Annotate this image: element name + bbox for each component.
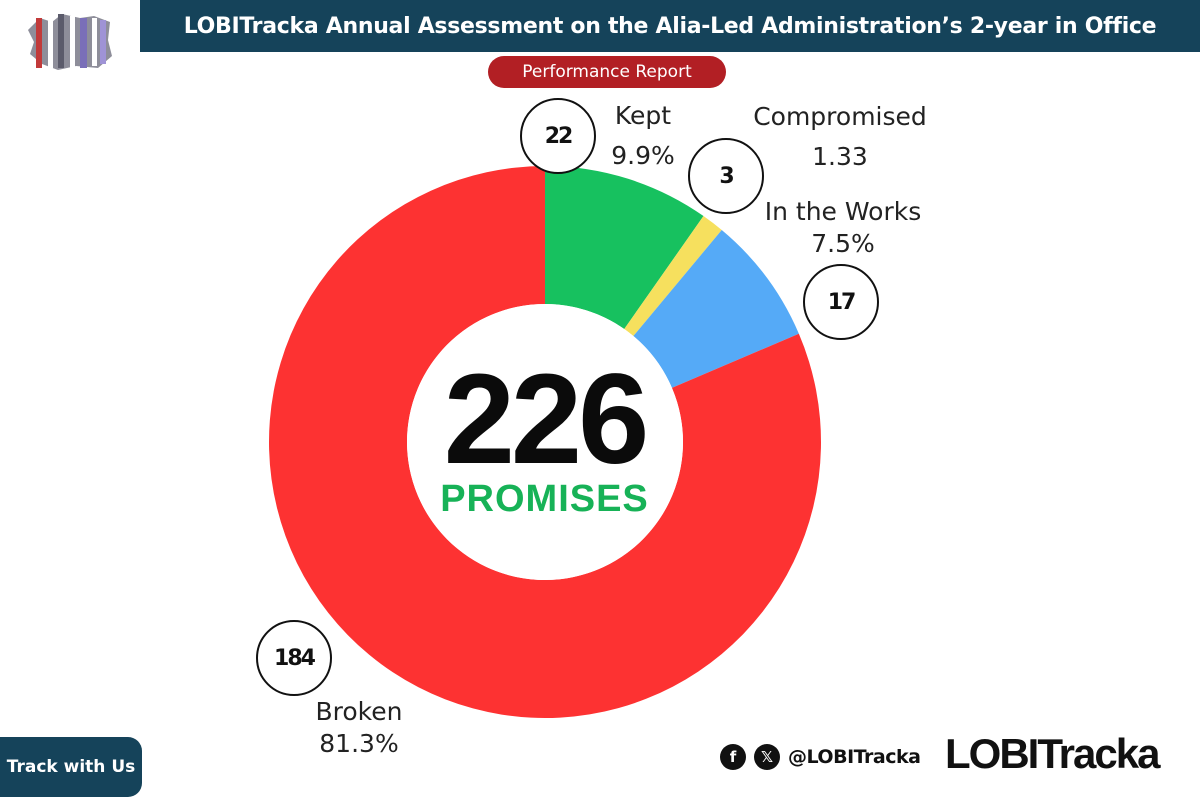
count-circle-broken: 184 — [256, 620, 332, 696]
donut-center — [407, 304, 683, 580]
subtitle-badge: Performance Report — [488, 56, 726, 88]
label-compromised-pct: 1.33 — [812, 142, 868, 171]
label-compromised-name: Compromised — [753, 102, 927, 131]
total-promises-count: 226 — [443, 348, 650, 491]
slice-compromised — [624, 216, 722, 337]
slice-broken — [268, 166, 821, 718]
label-in-the-works-name: In the Works — [764, 197, 922, 226]
brand-logo: LOBITracka — [945, 730, 1160, 777]
count-circle-kept: 22 — [520, 98, 596, 174]
label-broken-name: Broken — [315, 697, 403, 726]
map-logo — [28, 14, 112, 70]
label-in-the-works-pct: 7.5% — [811, 229, 875, 258]
track-with-us-button[interactable]: Track with Us — [0, 737, 142, 797]
label-kept-pct: 9.9% — [611, 141, 675, 170]
facebook-icon[interactable]: f — [720, 744, 746, 770]
x-icon[interactable]: 𝕏 — [754, 744, 780, 770]
label-broken-pct: 81.3% — [319, 729, 399, 758]
promises-label: PROMISES — [440, 478, 649, 520]
social-links: f 𝕏 @LOBITracka — [720, 744, 921, 770]
social-handle[interactable]: @LOBITracka — [788, 746, 921, 768]
slice-kept — [545, 166, 704, 330]
count-circle-in-the-works: 17 — [803, 264, 879, 340]
count-circle-compromised: 3 — [688, 138, 764, 214]
slice-in-the-works — [633, 230, 799, 388]
page-title: LOBITracka Annual Assessment on the Alia… — [140, 0, 1200, 52]
label-kept-name: Kept — [614, 101, 672, 130]
